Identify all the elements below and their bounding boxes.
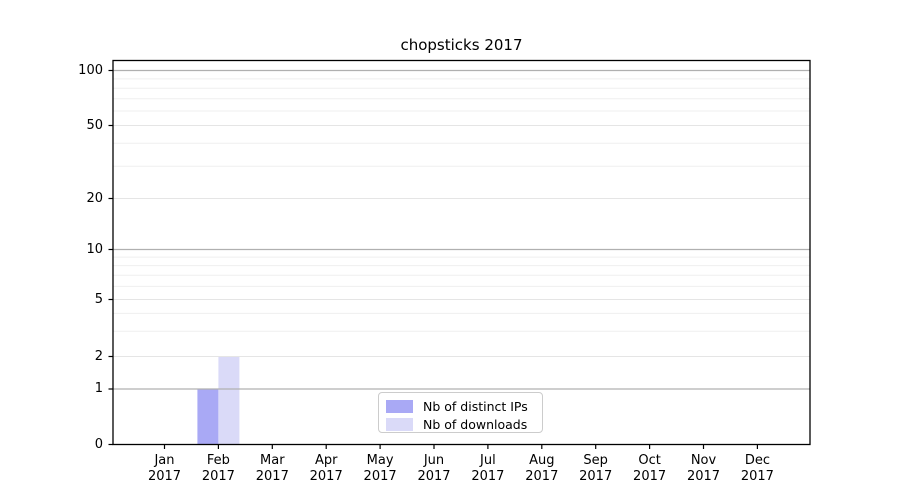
y-tick-label: 100 <box>78 62 103 78</box>
legend-label-distinct-ips: Nb of distinct IPs <box>423 399 528 414</box>
legend-swatch-downloads <box>386 418 413 431</box>
legend-swatch-distinct-ips <box>386 400 413 413</box>
x-tick-label: Nov 2017 <box>686 453 721 484</box>
x-tick-label: Mar 2017 <box>255 453 289 484</box>
x-tick-label: Dec 2017 <box>740 453 774 484</box>
plot-border <box>112 59 811 446</box>
x-tick-label: Sep 2017 <box>579 453 613 484</box>
legend-item-distinct-ips: Nb of distinct IPs <box>386 398 534 415</box>
legend: Nb of distinct IPs Nb of downloads <box>378 392 543 433</box>
x-tick-label: May 2017 <box>363 453 397 484</box>
y-tick-label: 10 <box>86 241 103 257</box>
legend-label-downloads: Nb of downloads <box>423 417 528 432</box>
x-tick-label: Jan 2017 <box>147 453 182 484</box>
y-tick-label: 20 <box>86 190 103 206</box>
y-tick-label: 1 <box>94 381 103 396</box>
legend-item-downloads: Nb of downloads <box>386 416 534 433</box>
y-tick-label: 2 <box>94 348 103 364</box>
y-tick-label: 5 <box>94 291 103 307</box>
bar-nb-of-downloads <box>218 356 240 445</box>
x-tick-label: Jul 2017 <box>471 453 505 484</box>
x-tick-label: Apr 2017 <box>309 453 343 484</box>
x-tick-label: Jun 2017 <box>417 453 451 484</box>
x-tick-label: Feb 2017 <box>201 453 235 484</box>
y-tick-label: 50 <box>86 117 103 133</box>
x-tick-label: Aug 2017 <box>525 453 559 484</box>
chart-title: chopsticks 2017 <box>400 36 523 54</box>
x-tick-label: Oct 2017 <box>633 453 667 484</box>
y-tick-label: 0 <box>94 436 103 452</box>
bar-nb-of-distinct-ips <box>197 389 219 445</box>
